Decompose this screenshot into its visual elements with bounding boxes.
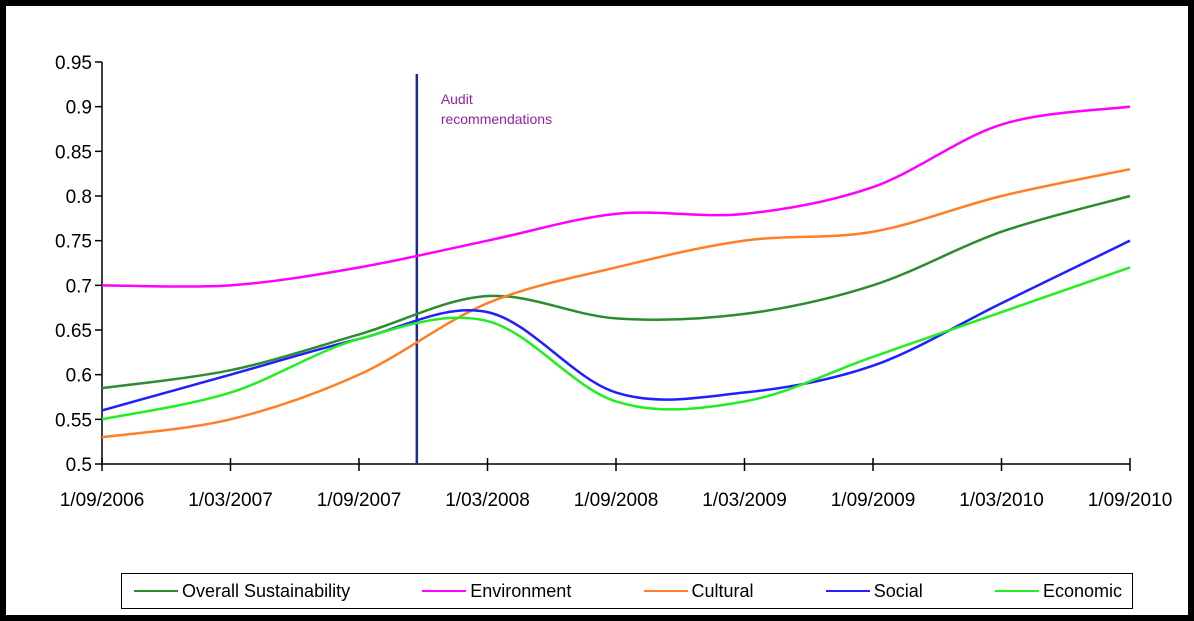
legend-label: Social [873, 580, 923, 601]
y-tick-label: 0.75 [55, 232, 92, 253]
x-tick-label: 1/09/2007 [317, 490, 402, 511]
x-tick-label: 1/09/2008 [574, 490, 659, 511]
annotation-label: recommendations [441, 111, 552, 127]
series-line-cultural [101, 167, 1131, 439]
x-tick-label: 1/09/2006 [60, 490, 145, 511]
y-tick-label: 0.85 [55, 142, 92, 163]
legend-item-cultural: Cultural [643, 580, 754, 602]
legend-label: Cultural [691, 580, 754, 601]
legend-swatch [994, 590, 1039, 592]
legend-item-overall-sustainability: Overall Sustainability [134, 581, 350, 602]
series-line-social [101, 239, 1131, 412]
legend-item-environment: Environment [422, 581, 571, 602]
legend-label: Economic [1042, 580, 1122, 601]
legend-swatch [134, 590, 178, 592]
x-tick-label: 1/03/2009 [702, 490, 787, 511]
annotation-label: Audit [441, 91, 473, 107]
x-tick-label: 1/03/2007 [188, 490, 273, 511]
legend-item-economic: Economic [994, 580, 1122, 602]
legend-item-social: Social [825, 580, 923, 602]
line-chart: 0.5 0.55 0.6 0.65 0.7 0.75 0.8 0.85 0.9 0.95 1/09/… [55, 53, 1173, 511]
legend-swatch [422, 590, 467, 592]
series-line-overall-sustainability [101, 194, 1131, 390]
y-tick-label: 0.5 [66, 455, 92, 476]
y-tick-label: 0.9 [66, 98, 92, 119]
legend-label: Overall Sustainability [182, 580, 351, 601]
chart-frame: 0.5 0.55 0.6 0.65 0.7 0.75 0.8 0.85 0.9 0.95 1/09/… [6, 6, 1188, 615]
series-line-economic [101, 266, 1131, 421]
legend: Overall Sustainability Environment Cultura… [121, 573, 1133, 609]
x-tick-label: 1/09/2010 [1088, 490, 1173, 511]
y-tick-label: 0.6 [66, 366, 92, 387]
x-tick-label: 1/09/2009 [831, 490, 916, 511]
x-tick-label: 1/03/2010 [959, 490, 1044, 511]
y-tick-label: 0.65 [55, 321, 92, 342]
x-tick-label: 1/03/2008 [445, 490, 530, 511]
y-tick-label: 0.95 [55, 53, 92, 74]
legend-swatch [643, 590, 688, 592]
series-line-environment [101, 105, 1131, 288]
legend-swatch [825, 590, 870, 592]
y-tick-label: 0.8 [66, 187, 92, 208]
legend-label: Environment [470, 580, 572, 601]
y-tick-label: 0.7 [66, 276, 92, 297]
y-tick-label: 0.55 [55, 410, 92, 431]
